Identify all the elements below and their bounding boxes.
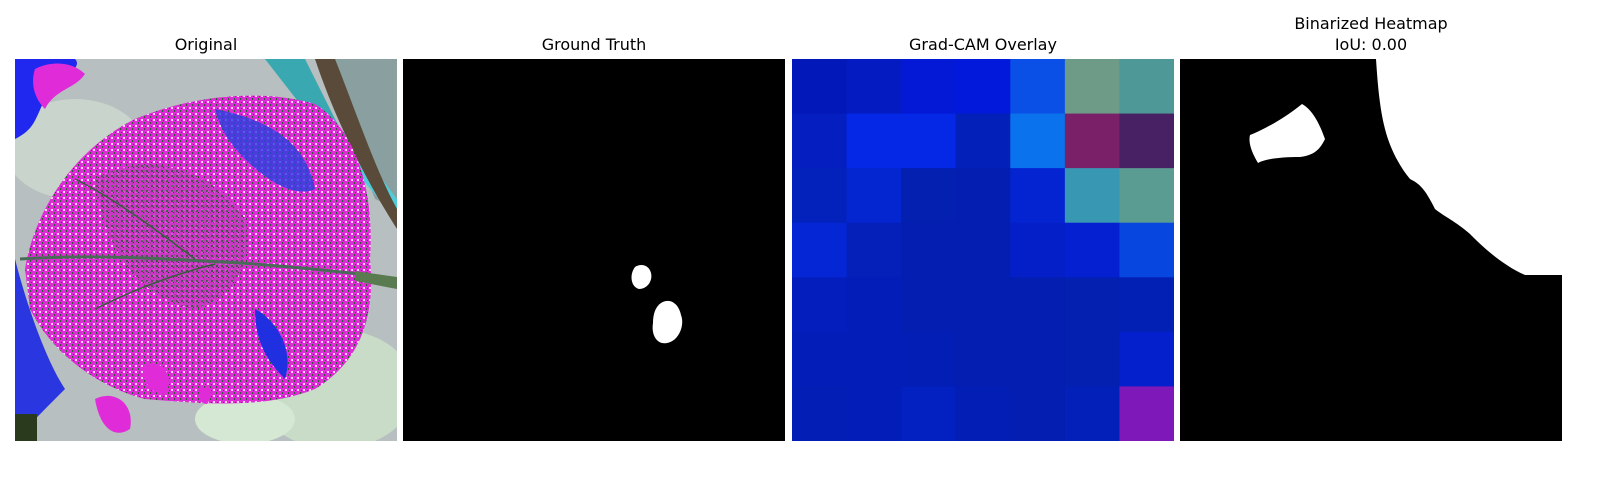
iou-label: IoU: 0.00 <box>1334 35 1408 54</box>
gradcam-cell <box>955 113 1011 169</box>
gradcam-cell <box>846 113 902 169</box>
panel-binarized: Binarized Heatmap IoU: 0.00 <box>1180 0 1562 500</box>
gradcam-cell <box>1064 222 1120 278</box>
gradcam-cell <box>955 168 1011 224</box>
panel-original: Original <box>15 0 397 500</box>
gradcam-cell <box>901 277 957 333</box>
gradcam-cell <box>955 277 1011 333</box>
gradcam-cell <box>846 277 902 333</box>
gradcam-cell <box>792 331 848 387</box>
gradcam-cell <box>1010 59 1066 115</box>
gradcam-cell <box>1064 386 1120 441</box>
gradcam-cell <box>846 331 902 387</box>
gradcam-heatmap <box>792 59 1174 441</box>
gradcam-cell <box>792 386 848 441</box>
gradcam-cell <box>901 113 957 169</box>
gradcam-cell <box>901 331 957 387</box>
gradcam-cell <box>1064 59 1120 115</box>
gradcam-cell <box>901 222 957 278</box>
gradcam-cell <box>1010 386 1066 441</box>
gradcam-cell <box>792 59 848 115</box>
gradcam-cell <box>792 277 848 333</box>
panel-title-binarized: Binarized Heatmap <box>1294 14 1448 33</box>
gradcam-cell <box>1119 386 1174 441</box>
gradcam-cell <box>1064 113 1120 169</box>
gradcam-cell <box>1010 168 1066 224</box>
gradcam-cell <box>901 386 957 441</box>
ground-truth-svg <box>403 59 785 441</box>
gradcam-cell <box>846 59 902 115</box>
binarized-svg <box>1180 59 1562 441</box>
gradcam-cell <box>1064 331 1120 387</box>
gradcam-cell <box>901 168 957 224</box>
binarized-region-top-right <box>1376 59 1562 275</box>
gradcam-cell <box>1119 168 1174 224</box>
gradcam-cell <box>955 59 1011 115</box>
gradcam-cell <box>1010 222 1066 278</box>
gradcam-cell <box>901 59 957 115</box>
panel-title-gradcam: Grad-CAM Overlay <box>909 35 1057 54</box>
gradcam-cell <box>846 222 902 278</box>
gradcam-cell <box>792 222 848 278</box>
ground-truth-blob-large <box>652 300 683 344</box>
gradcam-cell <box>955 222 1011 278</box>
gradcam-cell <box>1119 113 1174 169</box>
gradcam-cell <box>846 168 902 224</box>
gradcam-cell <box>1010 113 1066 169</box>
original-leaf-image <box>15 59 397 441</box>
panel-gradcam: Grad-CAM Overlay <box>792 0 1174 500</box>
gradcam-cell <box>1064 168 1120 224</box>
gradcam-cell <box>1010 331 1066 387</box>
binarized-mask <box>1180 59 1562 441</box>
gradcam-cell <box>846 386 902 441</box>
gradcam-cell <box>1119 222 1174 278</box>
gradcam-cell <box>1064 277 1120 333</box>
gradcam-cell <box>955 331 1011 387</box>
original-leaf-svg <box>15 59 397 441</box>
gradcam-cell <box>1119 59 1174 115</box>
panel-ground-truth: Ground Truth <box>403 0 785 500</box>
gradcam-cell <box>792 168 848 224</box>
gradcam-cell <box>1119 277 1174 333</box>
gradcam-grid <box>792 59 1174 441</box>
panel-title-original: Original <box>174 35 238 54</box>
panel-title-ground-truth: Ground Truth <box>541 35 647 54</box>
gradcam-cell <box>1119 331 1174 387</box>
gradcam-cell <box>1010 277 1066 333</box>
gradcam-cell <box>955 386 1011 441</box>
gradcam-cell <box>792 113 848 169</box>
ground-truth-mask <box>403 59 785 441</box>
ground-truth-blob-small <box>631 265 652 289</box>
binarized-region-small <box>1249 104 1325 163</box>
